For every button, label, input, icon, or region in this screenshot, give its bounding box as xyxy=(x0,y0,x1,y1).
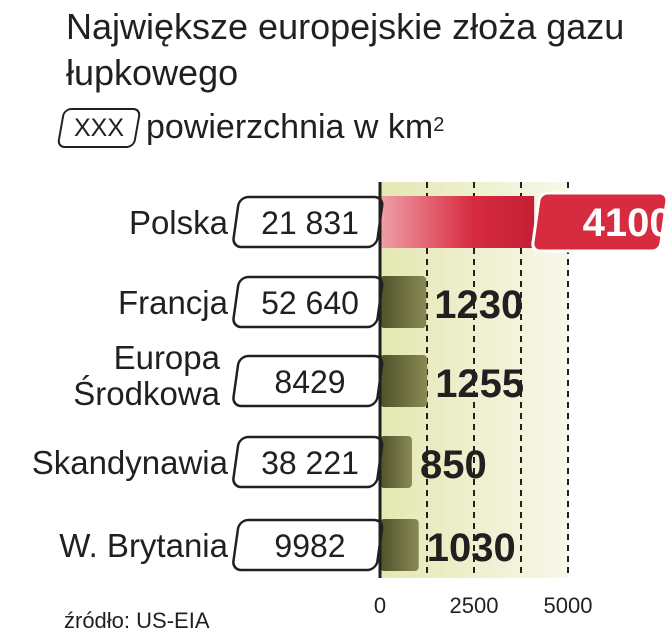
bar-wbrytania xyxy=(380,519,419,571)
bar-europa-środkowa xyxy=(380,355,428,407)
value-label: 1230 xyxy=(434,283,523,327)
area-value: 9982 xyxy=(274,528,345,564)
legend-label-text: powierzchnia w km xyxy=(146,108,434,146)
area-value: 21 831 xyxy=(261,205,359,241)
category-label: Francja xyxy=(118,284,229,321)
bar-skandynawia xyxy=(380,436,412,488)
value-label: 1030 xyxy=(427,526,516,570)
area-value: 8429 xyxy=(274,364,345,400)
bar-francja xyxy=(380,276,427,328)
category-label: Polska xyxy=(129,204,229,241)
value-label-background xyxy=(531,191,669,253)
area-value: 52 640 xyxy=(261,285,359,321)
x-tick-label: 2500 xyxy=(450,593,499,618)
category-label: W. Brytania xyxy=(59,527,228,564)
legend-label-superscript: 2 xyxy=(433,114,445,136)
legend-swatch-label: XXX xyxy=(73,114,125,142)
legend-label: powierzchnia w km2 xyxy=(146,104,444,150)
value-label: 850 xyxy=(420,443,487,487)
value-label: 1255 xyxy=(435,362,524,406)
value-label: 4100 xyxy=(583,201,672,245)
x-tick-label: 5000 xyxy=(544,593,593,618)
source-note: źródło: US-EIA xyxy=(64,608,210,633)
x-tick-label: 0 xyxy=(374,593,386,618)
category-label: Środkowa xyxy=(73,374,220,412)
bar-polska xyxy=(380,196,535,248)
area-value: 38 221 xyxy=(261,445,359,481)
category-label: Skandynawia xyxy=(32,444,229,481)
category-label: Europa xyxy=(114,339,221,376)
chart-title: Największe europejskie złoża gazu łupkow… xyxy=(66,6,625,93)
